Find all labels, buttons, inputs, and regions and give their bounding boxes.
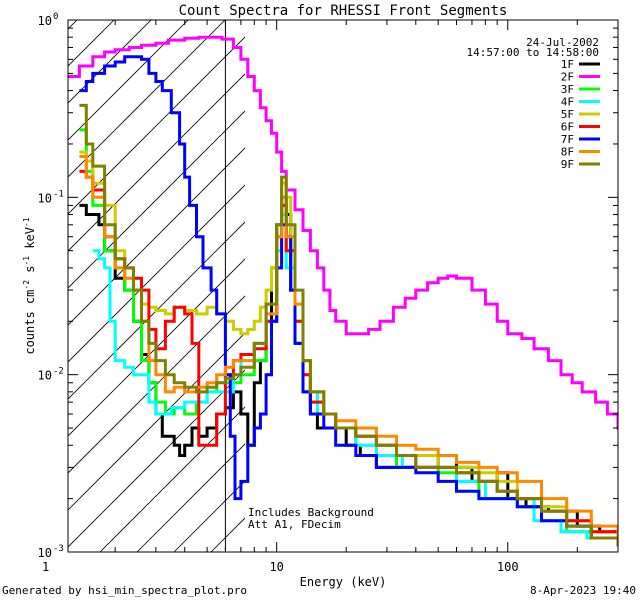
y-tick-exponent: -1 xyxy=(53,189,64,199)
hatch-line xyxy=(68,73,245,252)
hatch-line xyxy=(68,332,245,511)
y-tick-label: 10 xyxy=(38,14,52,28)
legend-label: 6F xyxy=(561,121,574,134)
hatch-line xyxy=(136,443,245,552)
y-axis-label-mid: s xyxy=(23,266,37,280)
hatch-line xyxy=(68,147,245,326)
legend-time-range: 14:57:00 to 14:58:00 xyxy=(467,46,599,59)
hatch-line xyxy=(68,295,245,474)
x-axis-label: Energy (keV) xyxy=(300,575,387,589)
legend-label: 1F xyxy=(561,58,574,71)
hatch-line xyxy=(68,110,245,289)
annotation-background: Includes Background xyxy=(248,506,374,519)
y-axis-label-end: keV xyxy=(23,227,37,256)
chart-title: Count Spectra for RHESSI Front Segments xyxy=(179,3,508,19)
y-axis-label-base: counts cm xyxy=(23,290,37,355)
legend-date: 24-Jul-2002 xyxy=(526,36,599,49)
hatch-line xyxy=(68,36,245,215)
hatch-line xyxy=(68,258,245,437)
y-tick-exponent: -3 xyxy=(53,544,64,554)
series-lines xyxy=(68,35,618,547)
y-tick-exponent: -2 xyxy=(53,367,64,377)
legend-label: 8F xyxy=(561,146,574,159)
hatch-line xyxy=(68,20,189,141)
x-tick-label: 1 xyxy=(42,560,49,574)
footer-timestamp: 8-Apr-2023 19:40 xyxy=(530,584,636,597)
series-line-7f xyxy=(79,55,618,547)
series-line-2f xyxy=(68,35,618,430)
footer-generated-by: Generated by hsi_min_spectra_plot.pro xyxy=(2,584,247,597)
hatch-line xyxy=(68,20,226,178)
y-axis-label: counts cm-2 s-1 keV-1 xyxy=(22,217,37,354)
hatch-line xyxy=(248,0,640,552)
series-line-8f xyxy=(79,155,618,540)
y-tick-label: 10 xyxy=(38,369,52,383)
x-tick-label: 100 xyxy=(497,560,519,574)
hatch-line xyxy=(285,0,640,552)
series-line-9f xyxy=(79,103,618,547)
plot-frame xyxy=(67,19,619,553)
y-axis-label-exp-3: -1 xyxy=(22,217,31,227)
y-axis-label-exp-1: -2 xyxy=(22,280,31,290)
y-tick-label: 10 xyxy=(38,191,52,205)
legend-label: 7F xyxy=(561,133,574,146)
y-axis-label-exp-2: -1 xyxy=(22,256,31,266)
y-tick-label: 10 xyxy=(38,546,52,560)
legend-label: 5F xyxy=(561,108,574,121)
hatch-line xyxy=(68,184,245,363)
legend-label: 3F xyxy=(561,83,574,96)
background-hatch-region xyxy=(68,0,640,552)
legend-label: 4F xyxy=(561,96,574,109)
hatch-line xyxy=(68,221,245,400)
hatch-line xyxy=(99,406,245,552)
annotation-attenuator: Att A1, FDecim xyxy=(248,518,341,531)
x-tick-label: 10 xyxy=(269,560,283,574)
legend-label: 2F xyxy=(561,71,574,84)
hatch-line xyxy=(68,20,115,67)
y-tick-exponent: 0 xyxy=(53,12,58,22)
hatch-line xyxy=(68,369,245,548)
legend-label: 9F xyxy=(561,158,574,171)
